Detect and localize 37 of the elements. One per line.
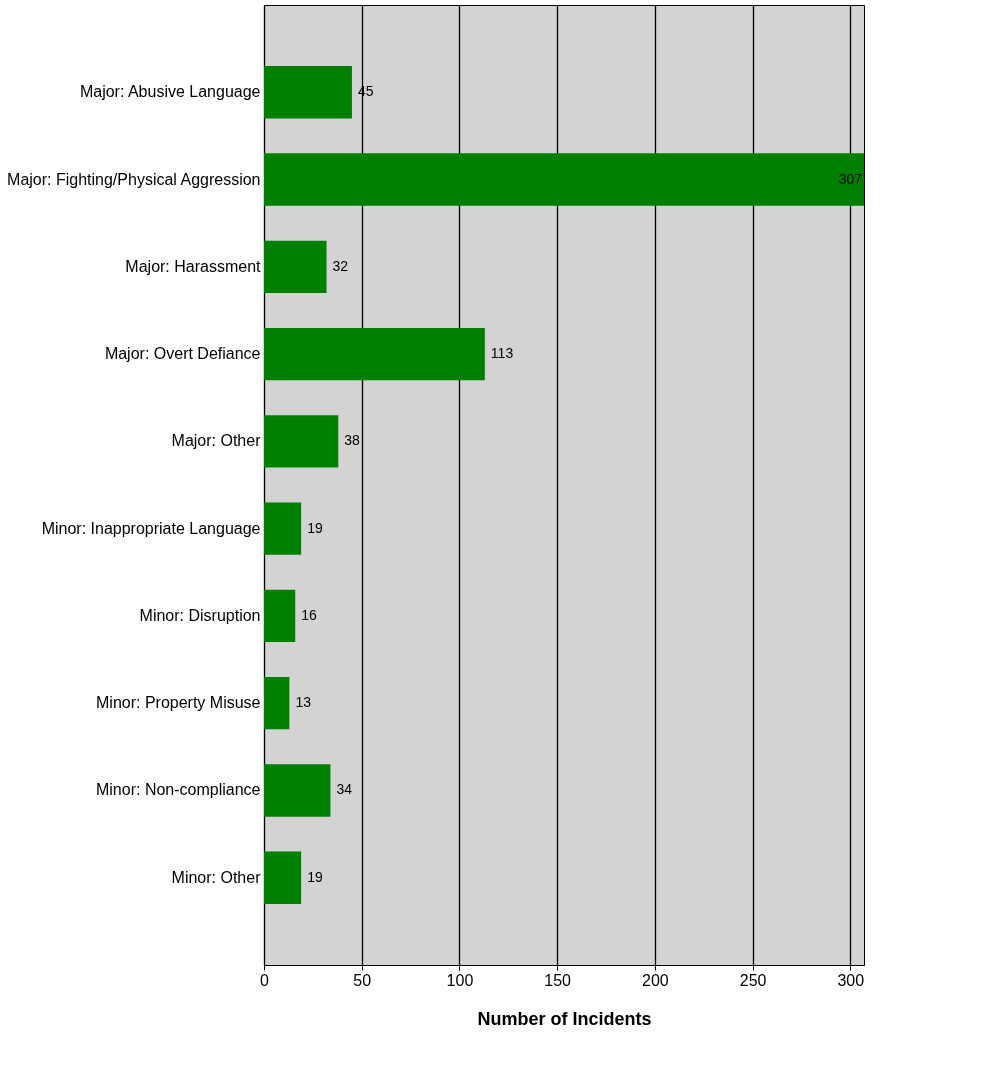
data-label: 19 [307,519,323,536]
data-label: 13 [295,694,312,711]
y-tick-label: Minor: Inappropriate Language [41,519,261,537]
y-tick-label: Major: Harassment [125,257,262,275]
bar [264,415,339,468]
x-tick-label: 250 [739,971,767,989]
y-tick-label: Minor: Disruption [139,606,261,624]
data-label: 307 [838,170,863,187]
bar [264,677,290,730]
bar [264,851,302,904]
x-tick-label: 300 [837,971,865,989]
y-tick-label: Minor: Non-compliance [95,781,261,799]
y-tick-label: Minor: Other [171,868,262,886]
x-tick-label: 200 [642,971,669,989]
bar [264,502,302,555]
data-label: 113 [490,345,514,362]
y-tick-label: Major: Overt Defiance [104,345,261,363]
data-label: 19 [307,868,323,885]
y-tick-label: Minor: Property Misuse [96,694,261,712]
x-tick-label: 50 [353,971,372,989]
x-tick-label: 150 [544,971,572,989]
x-tick-label: 100 [446,971,474,989]
data-label: 32 [332,257,349,274]
bar [264,589,296,643]
y-tick-label: Major: Abusive Language [79,83,261,101]
bar [264,240,327,293]
y-tick-label: Major: Other [171,432,262,450]
data-label: 16 [301,606,318,623]
bar [264,153,864,206]
x-axis-title: Number of Incidents [477,1008,652,1029]
x-tick-label: 0 [260,971,270,989]
y-tick-label: Major: Fighting/Physical Aggression [7,170,261,188]
bar [264,764,331,817]
data-label: 38 [344,432,361,449]
bar [264,66,352,119]
data-label: 34 [336,781,353,798]
bar [264,327,485,381]
